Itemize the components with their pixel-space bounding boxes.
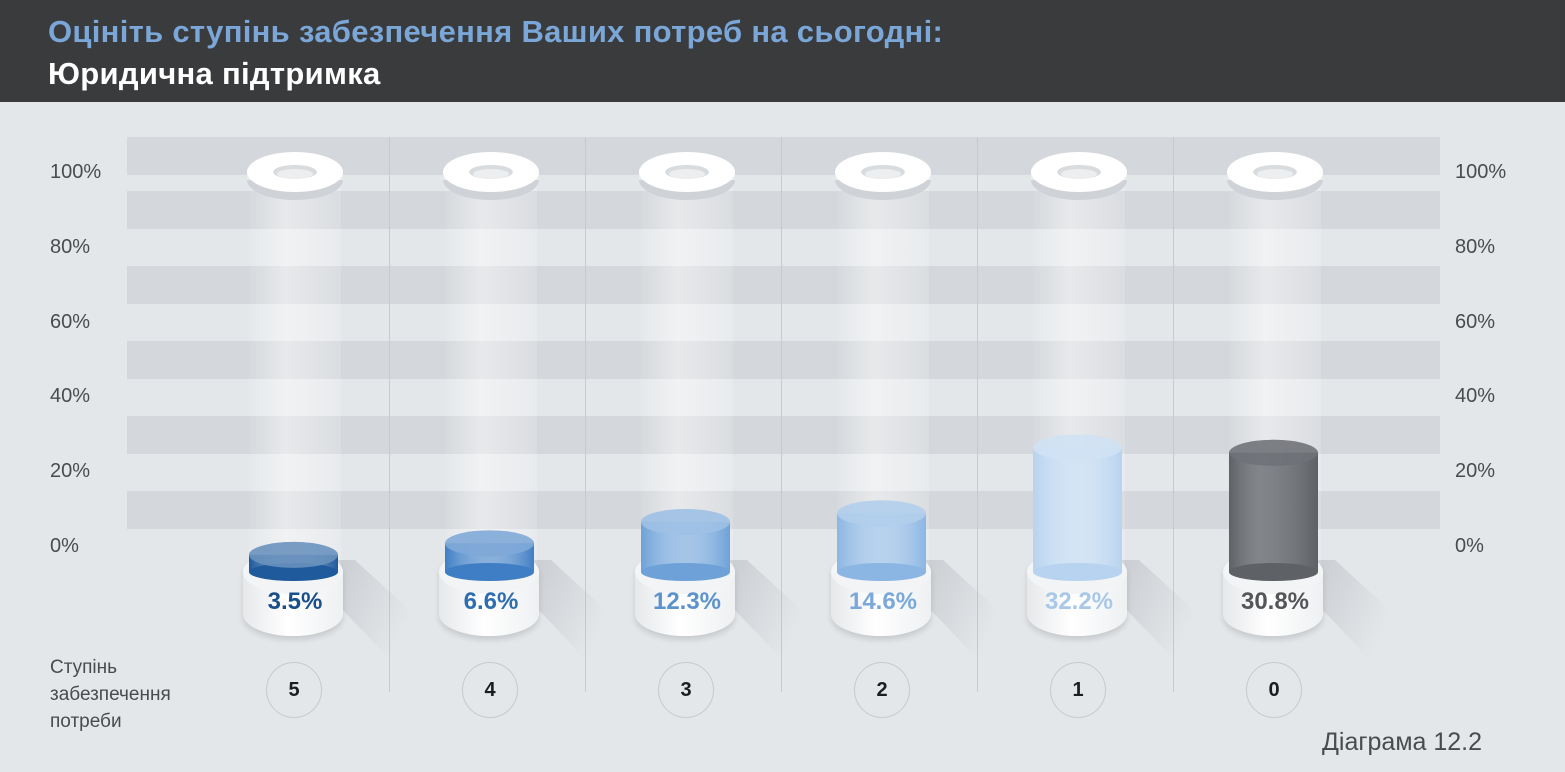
bar <box>249 541 338 581</box>
y-tick-label-right: 0% <box>1455 535 1484 557</box>
grid-band <box>127 415 1440 454</box>
category-label: 4 <box>462 662 518 718</box>
bar-value-label: 6.6% <box>463 588 519 615</box>
chart-subtitle: Юридична підтримка <box>48 56 381 91</box>
chart-title: Оцініть ступінь забезпечення Ваших потре… <box>48 14 944 49</box>
category-label: 1 <box>1050 662 1106 718</box>
tube-top-ring <box>835 152 931 200</box>
bar-value-label: 30.8% <box>1240 588 1310 615</box>
column-separator <box>389 137 390 692</box>
category-label: 0 <box>1246 662 1302 718</box>
diagram-caption: Діаграма 12.2 <box>1322 728 1483 756</box>
bar-column: 3.5% 5 <box>195 0 445 772</box>
column-separator <box>977 137 978 692</box>
column-separator <box>781 137 782 692</box>
y-tick-label-left: 20% <box>50 460 91 483</box>
y-tick-label-left: 60% <box>50 310 91 333</box>
bar <box>837 500 926 581</box>
tube-top-ring <box>443 152 539 200</box>
y-tick-label-left: 0% <box>50 535 79 557</box>
tube-top-ring <box>247 152 343 200</box>
glass-tube <box>641 178 733 567</box>
grid-band <box>127 341 1440 379</box>
bar <box>1033 434 1122 581</box>
bar-value-label: 14.6% <box>848 588 918 615</box>
category-axis-label-line: забезпечення <box>50 684 171 705</box>
bar <box>445 530 534 581</box>
category-axis-label-line: Ступінь <box>50 657 118 678</box>
y-tick-label-right: 20% <box>1455 460 1496 483</box>
category-axis-label-line: потреби <box>50 711 122 732</box>
bar <box>1229 439 1318 581</box>
glass-tube <box>445 178 537 567</box>
y-tick-label-left: 80% <box>50 235 91 258</box>
y-tick-label-left: 100% <box>50 161 102 183</box>
bar-value-label: 32.2% <box>1044 588 1114 615</box>
category-label: 5 <box>266 662 322 718</box>
y-tick-label-right: 40% <box>1455 385 1496 408</box>
bar <box>641 508 730 581</box>
y-tick-label-left: 40% <box>50 385 91 408</box>
grid-band <box>127 490 1440 529</box>
header-bar: Оцініть ступінь забезпечення Ваших потре… <box>0 0 1565 102</box>
bar-value-label: 12.3% <box>652 588 722 615</box>
grid-band <box>127 137 1440 175</box>
y-tick-label-right: 80% <box>1455 235 1496 258</box>
tube-top-ring <box>639 152 735 200</box>
bar-column: 32.2% 1 <box>979 0 1229 772</box>
bar-column: 12.3% 3 <box>587 0 837 772</box>
column-separator <box>585 137 586 692</box>
category-label: 2 <box>854 662 910 718</box>
category-axis-label: Ступінь забезпечення потреби <box>50 654 250 735</box>
bar-column: 30.8% 0 <box>1175 0 1425 772</box>
grid-band <box>127 266 1440 305</box>
bar-column: 14.6% 2 <box>783 0 1033 772</box>
y-tick-label-right: 100% <box>1455 161 1507 183</box>
bar-column: 6.6% 4 <box>391 0 641 772</box>
tube-top-ring <box>1227 152 1323 200</box>
bar-value-label: 3.5% <box>267 588 323 615</box>
column-separator <box>1173 137 1174 692</box>
category-label: 3 <box>658 662 714 718</box>
tube-top-ring <box>1031 152 1127 200</box>
grid-band <box>127 191 1440 230</box>
glass-tube <box>249 178 341 567</box>
y-tick-label-right: 60% <box>1455 310 1496 333</box>
